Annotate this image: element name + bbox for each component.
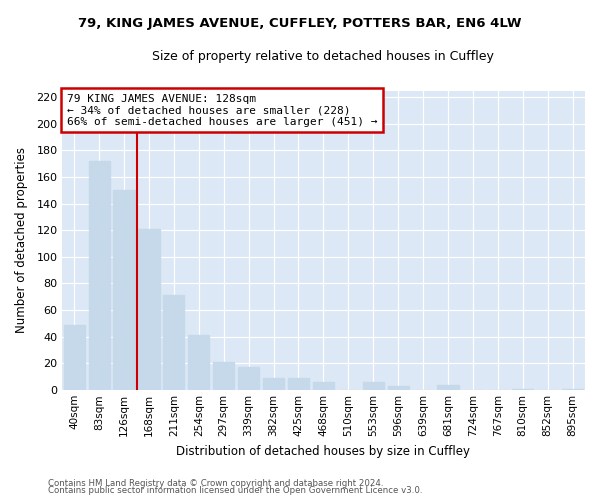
Bar <box>288 378 309 390</box>
Bar <box>362 382 384 390</box>
Bar <box>512 388 533 390</box>
Bar <box>113 190 134 390</box>
Text: Contains HM Land Registry data © Crown copyright and database right 2024.: Contains HM Land Registry data © Crown c… <box>48 478 383 488</box>
X-axis label: Distribution of detached houses by size in Cuffley: Distribution of detached houses by size … <box>176 444 470 458</box>
Bar <box>437 384 458 390</box>
Title: Size of property relative to detached houses in Cuffley: Size of property relative to detached ho… <box>152 50 494 63</box>
Bar <box>388 386 409 390</box>
Bar <box>263 378 284 390</box>
Text: 79, KING JAMES AVENUE, CUFFLEY, POTTERS BAR, EN6 4LW: 79, KING JAMES AVENUE, CUFFLEY, POTTERS … <box>78 18 522 30</box>
Bar <box>188 336 209 390</box>
Bar <box>139 229 160 390</box>
Text: Contains public sector information licensed under the Open Government Licence v3: Contains public sector information licen… <box>48 486 422 495</box>
Bar <box>89 161 110 390</box>
Bar <box>238 368 259 390</box>
Bar <box>562 388 583 390</box>
Bar <box>163 296 184 390</box>
Bar <box>313 382 334 390</box>
Y-axis label: Number of detached properties: Number of detached properties <box>15 147 28 333</box>
Bar <box>64 324 85 390</box>
Text: 79 KING JAMES AVENUE: 128sqm
← 34% of detached houses are smaller (228)
66% of s: 79 KING JAMES AVENUE: 128sqm ← 34% of de… <box>67 94 377 126</box>
Bar <box>213 362 234 390</box>
